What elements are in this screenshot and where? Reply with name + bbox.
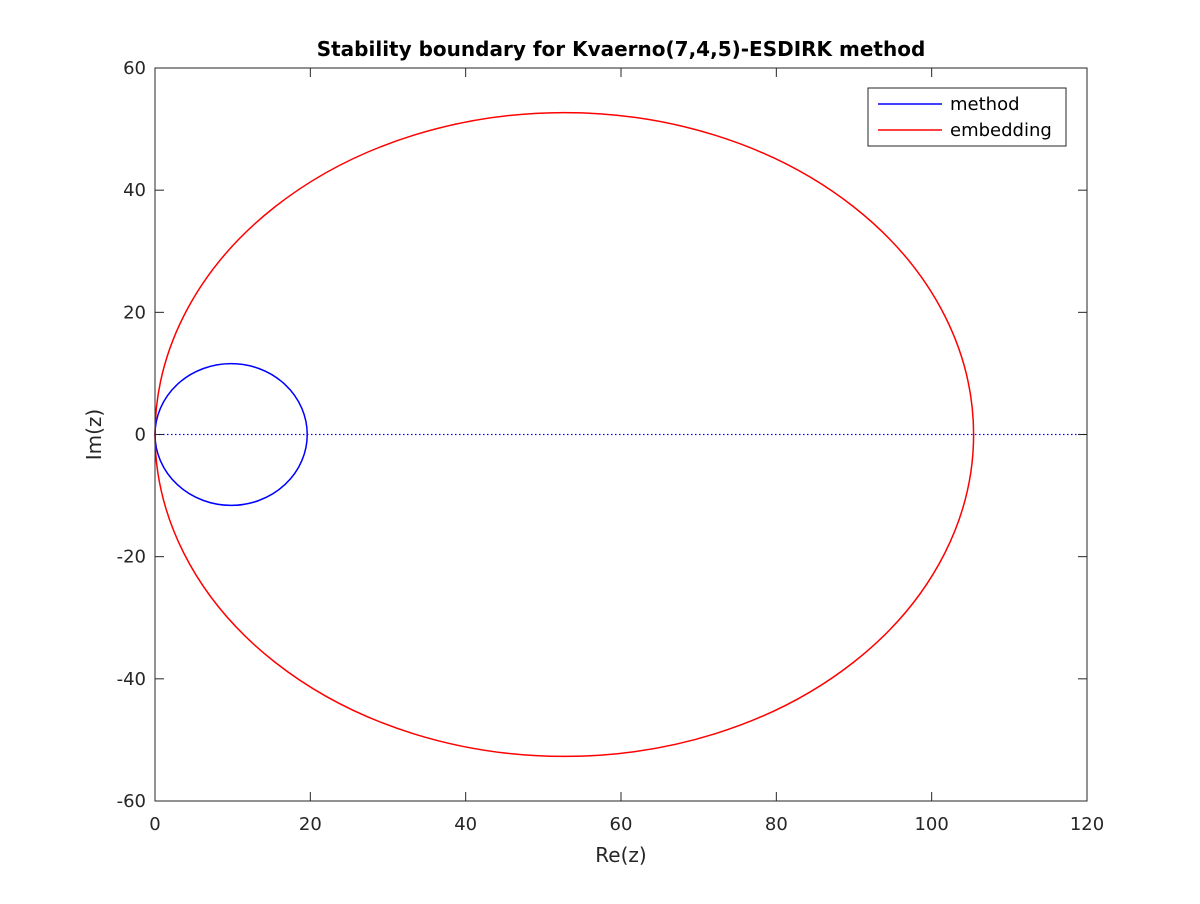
- legend-label-method: method: [950, 94, 1020, 115]
- y-tick-label: 40: [123, 180, 146, 201]
- y-axis-label: Im(z): [82, 409, 106, 460]
- x-tick-label: 100: [914, 814, 948, 835]
- y-tick-label: 0: [135, 425, 146, 446]
- x-tick-label: 20: [299, 814, 322, 835]
- x-tick-label: 80: [765, 814, 788, 835]
- y-tick-label: -40: [117, 669, 146, 690]
- y-tick-label: 20: [123, 302, 146, 323]
- chart-title: Stability boundary for Kvaerno(7,4,5)-ES…: [317, 37, 926, 61]
- ticks-layer: 0 20 40 60 80 100 120 -60 -40 -20 0 20 40 60: [117, 58, 1105, 835]
- x-tick-label: 40: [454, 814, 477, 835]
- y-tick-label: -60: [117, 791, 146, 812]
- y-tick-label: 60: [123, 58, 146, 79]
- x-tick-label: 60: [610, 814, 633, 835]
- x-tick-label: 120: [1070, 814, 1104, 835]
- x-tick-label: 0: [149, 814, 160, 835]
- legend-label-embedding: embedding: [950, 120, 1052, 141]
- legend-box: [867, 87, 1067, 147]
- y-tick-label: -20: [117, 547, 146, 568]
- x-axis-label: Re(z): [595, 843, 646, 867]
- legend: method embedding: [867, 87, 1067, 147]
